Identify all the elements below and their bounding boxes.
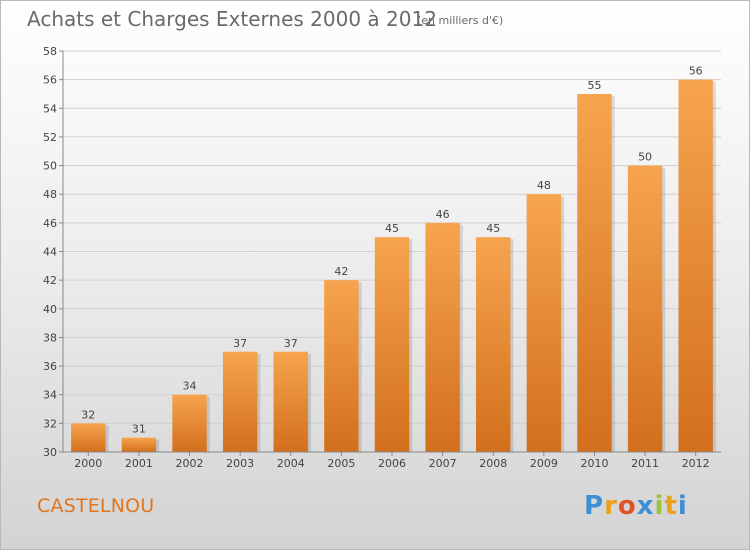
y-tick-label: 34 (43, 389, 57, 402)
bar-value-label: 48 (537, 179, 551, 192)
y-tick-label: 54 (43, 102, 57, 115)
commune-name: CASTELNOU (37, 495, 155, 517)
chart-title: Achats et Charges Externes 2000 à 2012 (27, 7, 437, 31)
y-tick-label: 58 (43, 45, 57, 58)
x-tick-label: 2003 (226, 457, 254, 470)
logo-letter: i (654, 491, 665, 521)
logo-letter: t (664, 491, 678, 521)
bar (526, 194, 562, 452)
y-tick-label: 52 (43, 131, 57, 144)
bar-value-label: 45 (486, 222, 500, 235)
bar (71, 423, 106, 452)
y-tick-label: 44 (43, 246, 57, 259)
y-tick-label: 56 (43, 74, 57, 87)
logo-letter: P (584, 491, 605, 521)
bar-value-label: 46 (436, 208, 450, 221)
bar (678, 79, 713, 453)
proxiti-logo: Proxiti (584, 491, 688, 521)
bar-value-label: 42 (334, 265, 348, 278)
y-tick-label: 50 (43, 160, 57, 173)
bar (476, 237, 511, 452)
bar-value-label: 50 (638, 151, 652, 164)
bar-value-label: 55 (587, 79, 601, 92)
logo-letter: o (617, 491, 637, 521)
bar (324, 280, 359, 452)
y-tick-label: 48 (43, 188, 57, 201)
x-tick-label: 2011 (631, 457, 659, 470)
x-tick-label: 2008 (479, 457, 507, 470)
logo-letter: r (604, 491, 618, 521)
x-tick-label: 2001 (125, 457, 153, 470)
bar (425, 222, 460, 452)
bar (222, 351, 258, 452)
x-tick-label: 2009 (530, 457, 558, 470)
x-tick-label: 2010 (580, 457, 608, 470)
bar-value-label: 32 (81, 408, 95, 421)
bar (374, 237, 410, 452)
y-tick-label: 40 (43, 303, 57, 316)
bar-value-label: 37 (233, 337, 247, 350)
bar-value-label: 37 (284, 337, 298, 350)
logo-letter: i (677, 491, 688, 521)
y-tick-label: 30 (43, 446, 57, 459)
x-tick-label: 2007 (429, 457, 457, 470)
bar-value-label: 45 (385, 222, 399, 235)
bar-value-label: 31 (132, 423, 146, 436)
x-tick-label: 2005 (327, 457, 355, 470)
x-tick-label: 2004 (277, 457, 305, 470)
x-tick-label: 2002 (176, 457, 204, 470)
logo-letter: x (636, 491, 655, 521)
bar (627, 165, 663, 453)
bar-value-label: 34 (183, 380, 197, 393)
bar (273, 351, 308, 452)
y-tick-label: 36 (43, 360, 57, 373)
y-tick-label: 46 (43, 217, 57, 230)
y-tick-label: 32 (43, 417, 57, 430)
x-tick-label: 2012 (682, 457, 710, 470)
y-tick-label: 42 (43, 274, 57, 287)
bar (172, 394, 207, 452)
x-tick-label: 2000 (74, 457, 102, 470)
bar (121, 437, 157, 452)
x-tick-label: 2006 (378, 457, 406, 470)
y-tick-label: 38 (43, 331, 57, 344)
bar (577, 93, 612, 452)
bar-value-label: 56 (689, 65, 703, 78)
chart-unit-note: (en milliers d'€) (417, 14, 504, 27)
